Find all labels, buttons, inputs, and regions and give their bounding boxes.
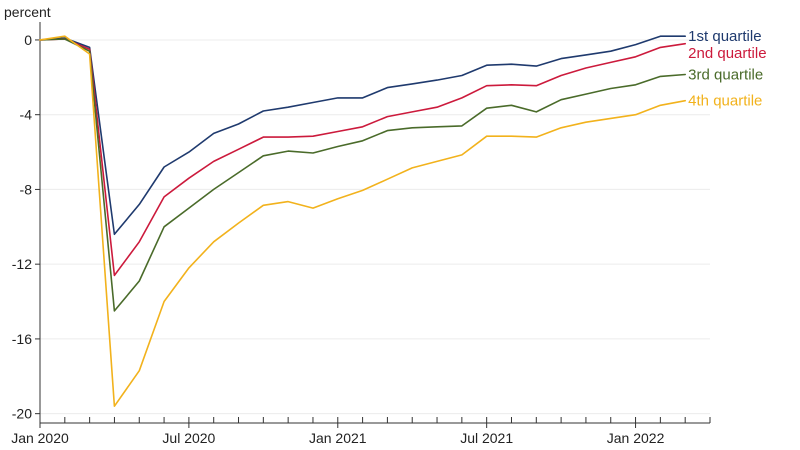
x-tick-label: Jan 2022 [607,430,665,446]
series-label-2: 2nd quartile [688,45,766,62]
y-tick-label: -12 [12,256,32,272]
x-tick-label: Jan 2021 [309,430,367,446]
x-tick-label: Jul 2020 [162,430,215,446]
series-label-3: 3rd quartile [688,67,763,84]
gridlines [40,39,710,415]
series-line-2 [39,38,687,277]
y-tick-label: -4 [20,107,33,123]
series-line-4 [39,35,687,408]
series-label-4: 4th quartile [688,93,762,110]
y-axis-unit-label: percent [4,4,51,20]
y-tick-label: 0 [24,32,32,48]
series-label-1: 1st quartile [688,28,761,45]
series-line-1 [39,35,687,236]
y-tick-label: -8 [20,181,33,197]
y-tick-label: -20 [12,406,32,422]
y-tick-label: -16 [12,331,32,347]
x-tick-label: Jan 2020 [11,430,69,446]
series-line-3 [39,38,687,312]
x-tick-label: Jul 2021 [460,430,513,446]
axes: percent 0 -4 -8 -12 -16 -20 Jan 2020 Jul 2020 Ja… [4,4,711,446]
series-lines [39,35,687,408]
